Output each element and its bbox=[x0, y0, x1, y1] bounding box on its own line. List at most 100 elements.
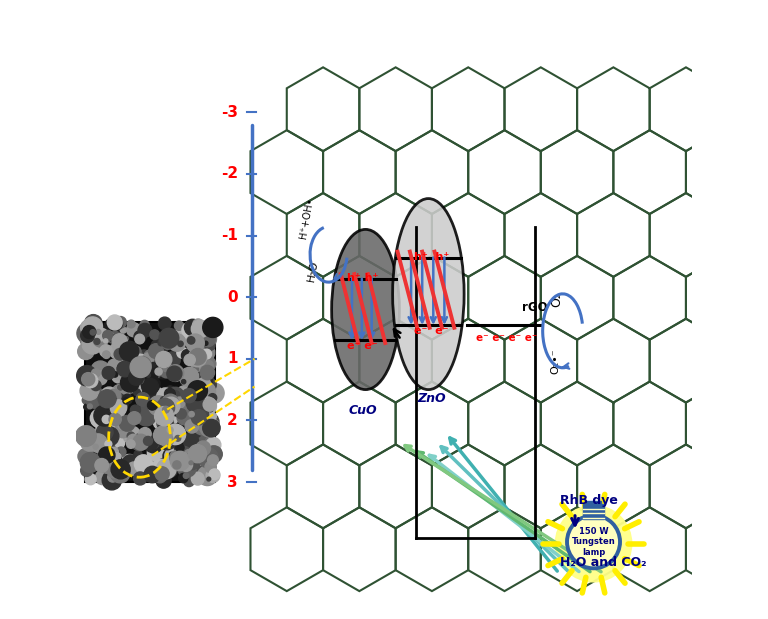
Circle shape bbox=[120, 342, 134, 356]
Circle shape bbox=[144, 466, 161, 483]
Circle shape bbox=[133, 357, 151, 375]
Circle shape bbox=[190, 379, 206, 394]
Circle shape bbox=[174, 373, 181, 380]
Circle shape bbox=[196, 417, 211, 431]
Circle shape bbox=[117, 383, 128, 395]
Circle shape bbox=[161, 411, 171, 422]
Circle shape bbox=[194, 380, 199, 384]
Circle shape bbox=[104, 339, 108, 343]
Bar bbox=[586, 501, 601, 506]
Circle shape bbox=[81, 320, 96, 335]
Circle shape bbox=[168, 334, 186, 351]
Circle shape bbox=[95, 470, 110, 485]
Circle shape bbox=[118, 361, 131, 376]
Circle shape bbox=[185, 449, 193, 457]
Text: -3: -3 bbox=[221, 105, 238, 120]
Circle shape bbox=[159, 459, 178, 478]
Circle shape bbox=[208, 394, 217, 402]
Circle shape bbox=[198, 454, 210, 466]
Circle shape bbox=[87, 467, 92, 472]
Circle shape bbox=[141, 374, 160, 394]
Circle shape bbox=[151, 459, 171, 480]
Circle shape bbox=[183, 446, 196, 459]
Circle shape bbox=[203, 420, 220, 437]
Circle shape bbox=[121, 341, 138, 360]
Circle shape bbox=[136, 406, 156, 426]
Circle shape bbox=[123, 426, 141, 444]
Circle shape bbox=[110, 463, 130, 483]
Circle shape bbox=[98, 447, 115, 464]
Circle shape bbox=[124, 373, 143, 391]
Circle shape bbox=[109, 448, 118, 457]
Circle shape bbox=[152, 363, 161, 372]
Text: 1: 1 bbox=[227, 352, 238, 366]
Circle shape bbox=[187, 394, 205, 412]
Circle shape bbox=[165, 447, 183, 465]
Circle shape bbox=[166, 442, 174, 450]
Circle shape bbox=[162, 397, 180, 415]
Ellipse shape bbox=[332, 230, 399, 389]
Circle shape bbox=[123, 394, 132, 404]
Circle shape bbox=[84, 461, 89, 465]
Circle shape bbox=[109, 343, 125, 358]
Circle shape bbox=[127, 432, 135, 440]
Circle shape bbox=[150, 411, 156, 417]
Circle shape bbox=[192, 457, 212, 477]
Circle shape bbox=[176, 443, 184, 452]
Circle shape bbox=[134, 331, 146, 343]
Text: e⁻ e⁻ e⁻ e⁻: e⁻ e⁻ e⁻ e⁻ bbox=[476, 333, 538, 344]
Circle shape bbox=[154, 407, 174, 426]
Circle shape bbox=[189, 461, 193, 465]
Circle shape bbox=[187, 337, 195, 344]
Circle shape bbox=[81, 329, 101, 350]
Circle shape bbox=[154, 426, 172, 444]
Circle shape bbox=[191, 320, 209, 338]
Circle shape bbox=[161, 337, 174, 349]
Circle shape bbox=[156, 399, 174, 417]
Circle shape bbox=[191, 472, 204, 485]
Circle shape bbox=[85, 474, 96, 485]
Circle shape bbox=[81, 464, 93, 477]
Circle shape bbox=[94, 339, 100, 344]
Circle shape bbox=[206, 438, 221, 452]
Circle shape bbox=[95, 459, 108, 472]
Circle shape bbox=[121, 373, 139, 392]
Circle shape bbox=[204, 404, 210, 410]
Circle shape bbox=[143, 400, 154, 412]
Circle shape bbox=[102, 470, 121, 490]
Circle shape bbox=[102, 447, 120, 465]
Circle shape bbox=[204, 398, 217, 411]
Circle shape bbox=[163, 449, 177, 464]
Circle shape bbox=[83, 374, 95, 386]
Circle shape bbox=[103, 421, 114, 433]
Circle shape bbox=[94, 371, 108, 385]
Circle shape bbox=[124, 361, 134, 371]
Circle shape bbox=[164, 388, 175, 399]
Circle shape bbox=[181, 379, 186, 384]
Circle shape bbox=[95, 454, 101, 461]
Circle shape bbox=[81, 432, 99, 451]
Circle shape bbox=[103, 443, 115, 454]
Circle shape bbox=[203, 318, 223, 337]
Circle shape bbox=[187, 381, 207, 400]
Circle shape bbox=[131, 349, 137, 355]
Circle shape bbox=[177, 350, 184, 357]
Circle shape bbox=[156, 352, 172, 368]
Circle shape bbox=[131, 434, 141, 443]
Circle shape bbox=[174, 397, 185, 409]
Circle shape bbox=[175, 404, 187, 415]
Circle shape bbox=[208, 324, 214, 330]
Circle shape bbox=[184, 319, 200, 335]
Circle shape bbox=[169, 452, 174, 457]
Circle shape bbox=[103, 331, 113, 340]
Circle shape bbox=[88, 386, 92, 389]
Circle shape bbox=[134, 450, 142, 458]
Circle shape bbox=[135, 376, 144, 384]
Circle shape bbox=[197, 466, 217, 485]
Circle shape bbox=[108, 315, 122, 330]
Text: 150 W
Tungsten
lamp: 150 W Tungsten lamp bbox=[571, 527, 615, 556]
Circle shape bbox=[205, 461, 217, 473]
Circle shape bbox=[120, 454, 139, 474]
Circle shape bbox=[96, 448, 114, 466]
Circle shape bbox=[151, 363, 156, 367]
